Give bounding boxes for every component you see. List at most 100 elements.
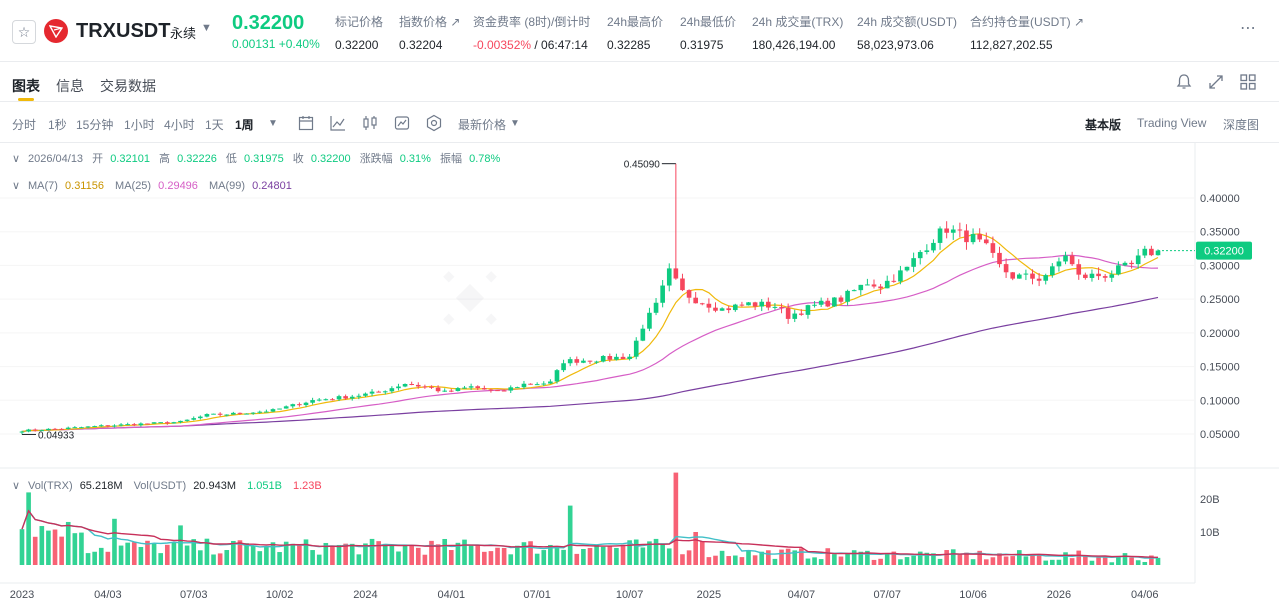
chart-tabs: 图表 信息 交易数据: [0, 62, 1279, 102]
interval-dropdown-icon[interactable]: ▼: [268, 118, 278, 129]
max-marker-label: 0.45090: [624, 160, 661, 171]
volume-bar: [633, 539, 639, 565]
candle-body: [858, 284, 864, 291]
volume-bar: [614, 547, 619, 565]
interval-1s[interactable]: 1秒: [48, 118, 67, 132]
bell-icon[interactable]: [1174, 72, 1194, 92]
volume-bar: [891, 551, 897, 565]
contract-type[interactable]: 永续: [170, 26, 197, 41]
volume-bar: [647, 541, 652, 565]
volume-bar: [1063, 552, 1068, 565]
volume-bar: [1003, 556, 1009, 565]
interval-1h[interactable]: 1小时: [124, 118, 155, 132]
symbol-name[interactable]: TRXUSDT: [76, 20, 171, 42]
volume-bar: [283, 541, 289, 565]
settings-icon[interactable]: [425, 114, 443, 132]
ma25-line: [21, 254, 1159, 433]
price-chart[interactable]: 0.40000 0.35000 0.30000 0.25000 0.20000 0.150…: [0, 143, 1279, 605]
candle-body: [534, 384, 540, 386]
candle-body: [468, 386, 474, 388]
view-depth[interactable]: 深度图: [1223, 118, 1260, 132]
stat-index-price[interactable]: 指数价格 ↗ 0.32204: [399, 15, 461, 52]
price-type-dropdown-icon[interactable]: ▼: [510, 118, 520, 129]
candlestick-icon[interactable]: [361, 114, 379, 132]
volume-bar: [455, 542, 461, 565]
volume-bar: [145, 540, 150, 565]
x-tick-label: 10/06: [959, 589, 987, 601]
volume-legend: Vol(TRX) 65.218M Vol(USDT) 20.943M 1.051…: [28, 480, 322, 492]
stat-open-interest[interactable]: 合约持仓量(USDT) ↗ 112,827,202.55: [970, 15, 1085, 52]
volume-bar: [171, 542, 177, 565]
volume-bar: [369, 538, 375, 565]
volume-bar: [911, 555, 916, 565]
volume-bar: [851, 550, 857, 565]
candle-body: [125, 424, 130, 426]
legend-collapse-icon[interactable]: ∨: [12, 153, 20, 165]
volume-bar: [98, 547, 104, 565]
candle-body: [1109, 274, 1115, 278]
volume-bar: [686, 550, 692, 565]
candle-body: [772, 306, 778, 308]
candle-body: [660, 285, 665, 303]
volume-bar: [1142, 561, 1148, 565]
volume-bar: [1076, 550, 1082, 565]
candle-body: [567, 359, 573, 364]
candle-body: [1116, 265, 1121, 275]
ma-collapse-icon[interactable]: ∨: [12, 180, 20, 192]
candle-body: [554, 370, 560, 382]
layout-grid-icon[interactable]: [1238, 72, 1258, 92]
favorite-star-icon[interactable]: ☆: [12, 20, 36, 44]
volume-bar: [653, 538, 659, 565]
tab-chart[interactable]: 图表: [12, 78, 40, 94]
interval-15m[interactable]: 15分钟: [76, 118, 114, 132]
candle-body: [118, 424, 124, 426]
candle-body: [838, 297, 844, 302]
indicators-icon[interactable]: [393, 114, 411, 132]
volume-bar: [72, 533, 78, 565]
candle-body: [303, 402, 309, 406]
view-tradingview[interactable]: Trading View: [1137, 116, 1207, 130]
candle-body: [1122, 262, 1128, 266]
tab-info[interactable]: 信息: [56, 78, 84, 94]
volume-bar: [429, 540, 434, 565]
volume-bar: [878, 558, 883, 565]
interval-1w[interactable]: 1周: [235, 118, 254, 132]
candle-body: [237, 412, 243, 414]
volume-bar: [1096, 556, 1101, 565]
price-type-select[interactable]: 最新价格: [458, 118, 507, 132]
volume-bar: [422, 554, 428, 565]
candle-body: [264, 411, 269, 413]
volume-bar: [402, 544, 408, 565]
view-basic[interactable]: 基本版: [1085, 118, 1122, 132]
volume-bar: [349, 543, 355, 565]
volume-bar: [825, 548, 831, 565]
expand-icon[interactable]: [1206, 72, 1226, 92]
volume-bar: [316, 554, 322, 565]
candle-body: [607, 356, 613, 360]
volume-bar: [693, 532, 698, 565]
y-tick-label: 0.40000: [1200, 193, 1240, 205]
volume-bar: [904, 557, 910, 565]
volume-bar: [59, 536, 64, 565]
volume-bar: [607, 546, 613, 565]
x-tick-label: 04/01: [438, 589, 466, 601]
chart-type-line-icon[interactable]: [329, 114, 347, 132]
interval-4h[interactable]: 4小时: [164, 118, 195, 132]
candle-body: [92, 426, 97, 428]
volume-bar: [343, 543, 348, 565]
calendar-icon[interactable]: [297, 114, 315, 132]
tab-trading-data[interactable]: 交易数据: [100, 78, 156, 94]
volume-bar: [277, 552, 282, 565]
more-options-icon[interactable]: ⋯: [1240, 20, 1257, 37]
candle-body: [19, 431, 25, 433]
candle-body: [732, 304, 738, 311]
chevron-down-icon[interactable]: ▼: [201, 22, 212, 34]
interval-1d[interactable]: 1天: [205, 118, 224, 132]
candle-body: [442, 390, 448, 392]
candle-body: [131, 424, 137, 426]
candle-body: [1030, 273, 1035, 279]
binance-watermark: [443, 271, 497, 325]
vol-collapse-icon[interactable]: ∨: [12, 480, 20, 492]
interval-timeline[interactable]: 分时: [12, 118, 37, 132]
candle-body: [713, 307, 718, 311]
